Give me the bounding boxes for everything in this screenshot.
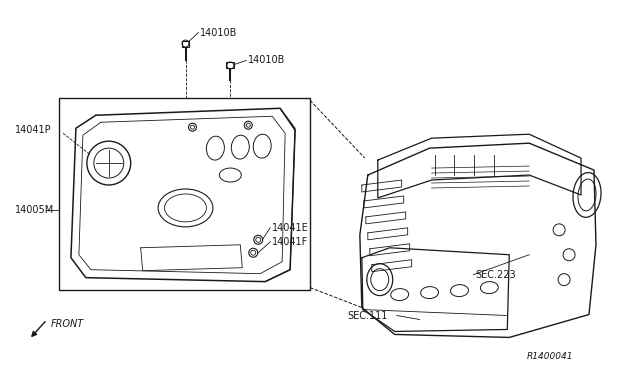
Text: 14005M: 14005M <box>15 205 54 215</box>
Text: 14010B: 14010B <box>200 28 238 38</box>
Text: SEC.111: SEC.111 <box>347 311 387 321</box>
Text: R1400041: R1400041 <box>527 352 573 361</box>
Text: SEC.223: SEC.223 <box>476 270 516 280</box>
Text: 14041F: 14041F <box>272 237 308 247</box>
Bar <box>227 62 234 68</box>
Text: FRONT: FRONT <box>51 320 84 330</box>
Text: 14041E: 14041E <box>272 223 309 233</box>
Bar <box>59 98 310 290</box>
Bar <box>182 41 189 46</box>
Text: 14010B: 14010B <box>248 55 285 65</box>
Text: 14041P: 14041P <box>15 125 52 135</box>
